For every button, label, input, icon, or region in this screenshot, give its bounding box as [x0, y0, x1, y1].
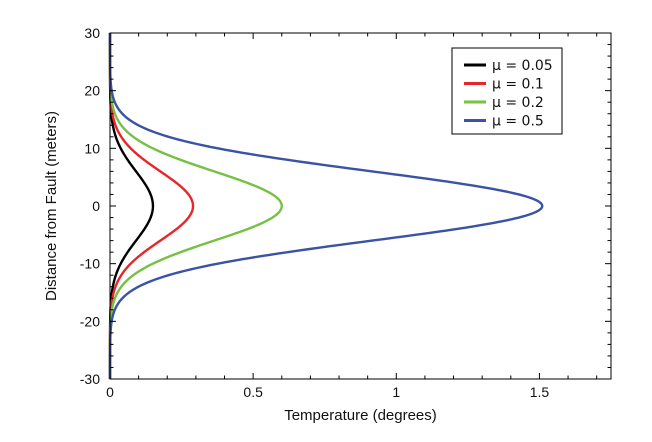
legend-label: μ = 0.2	[492, 95, 544, 111]
legend-label: μ = 0.05	[492, 58, 553, 74]
legend: μ = 0.05 μ = 0.1 μ = 0.2 μ = 0.5	[451, 47, 563, 135]
x-tick-label: 1.5	[530, 384, 550, 400]
axis-tick-labels: 0 0.5 1 1.5 -30 -20 -10 0 10 20 30	[80, 25, 550, 400]
legend-label: μ = 0.5	[492, 114, 544, 130]
y-axis-title: Distance from Fault (meters)	[43, 111, 60, 301]
y-tick-label: 30	[84, 25, 100, 41]
y-tick-label: 20	[84, 83, 100, 99]
x-tick-label: 0	[106, 384, 114, 400]
y-tick-label: -10	[80, 256, 100, 272]
x-axis-title: Temperature (degrees)	[284, 407, 437, 424]
legend-label: μ = 0.1	[492, 77, 544, 93]
x-tick-label: 0.5	[243, 384, 263, 400]
y-tick-label: -30	[80, 371, 100, 387]
y-tick-label: 0	[92, 198, 100, 214]
series-line	[108, 33, 155, 379]
x-tick-label: 1	[392, 384, 400, 400]
axis-ticks	[109, 32, 611, 380]
series-line	[108, 33, 195, 379]
y-tick-label: -20	[80, 313, 100, 329]
series-line	[108, 33, 283, 379]
y-tick-label: 10	[84, 140, 100, 156]
